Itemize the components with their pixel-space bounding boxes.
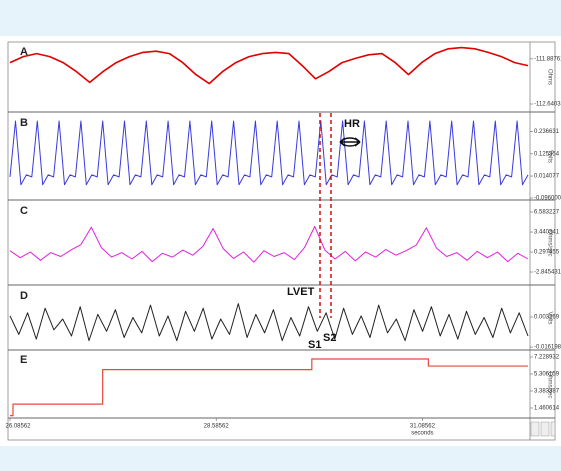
x-tick-label: 28.58562 [204, 424, 230, 430]
frame [7, 41, 556, 441]
text-tool[interactable] [540, 421, 550, 437]
trace [9, 303, 529, 342]
annotation: LVET [287, 286, 315, 298]
panel-label: B [20, 117, 28, 129]
y-tick-label: 0.014077 [534, 174, 560, 180]
y-tick-label: 0.297455 [534, 250, 560, 256]
panel-label: D [20, 290, 28, 302]
y-tick-label: 5.306159 [534, 372, 560, 378]
cursor-tool[interactable] [530, 421, 540, 437]
annotation: HR [344, 118, 360, 130]
y-tick-label: -112.640380 [534, 102, 561, 108]
y-tick-label: 7.228932 [534, 355, 560, 361]
y-tick-label: -2.845431 [534, 270, 561, 276]
y-tick-label: 0.125354 [534, 151, 560, 157]
trace [9, 46, 529, 85]
bottom-band [0, 446, 561, 471]
y-axis-label: Volts [546, 311, 552, 324]
panel-label: C [20, 205, 28, 217]
trace [9, 120, 529, 186]
x-tick-label: 26.08562 [5, 424, 31, 430]
trace [9, 226, 529, 263]
trace [10, 358, 528, 417]
y-tick-label: 6.583227 [534, 210, 560, 216]
x-tick-label: 31.08562 [410, 424, 436, 430]
y-axis-label: Ohms [546, 69, 552, 85]
y-axis-label: Ohms/sec [546, 371, 552, 398]
y-tick-label: 0.236631 [534, 129, 560, 135]
y-tick-label: 1.460614 [534, 406, 560, 412]
y-tick-label: -111.88761 [534, 56, 561, 62]
other-tool[interactable] [550, 421, 556, 437]
panel-label: E [20, 354, 27, 366]
y-tick-label: 3.383387 [534, 389, 560, 395]
y-axis-label: Ohms/sec [546, 229, 552, 256]
y-axis-label: Volts [546, 150, 552, 163]
annotation: S2 [323, 332, 336, 344]
y-tick-label: 3.440341 [534, 230, 560, 236]
annotation: S1 [308, 339, 321, 351]
x-axis-label: seconds [411, 431, 433, 437]
panel-label: A [20, 46, 28, 58]
y-tick-label: -0.096000 [534, 196, 561, 202]
y-tick-label: -0.016198 [534, 345, 561, 351]
top-band [0, 0, 561, 36]
y-tick-label: 0.003269 [534, 315, 560, 321]
hr-ellipse [341, 137, 359, 147]
